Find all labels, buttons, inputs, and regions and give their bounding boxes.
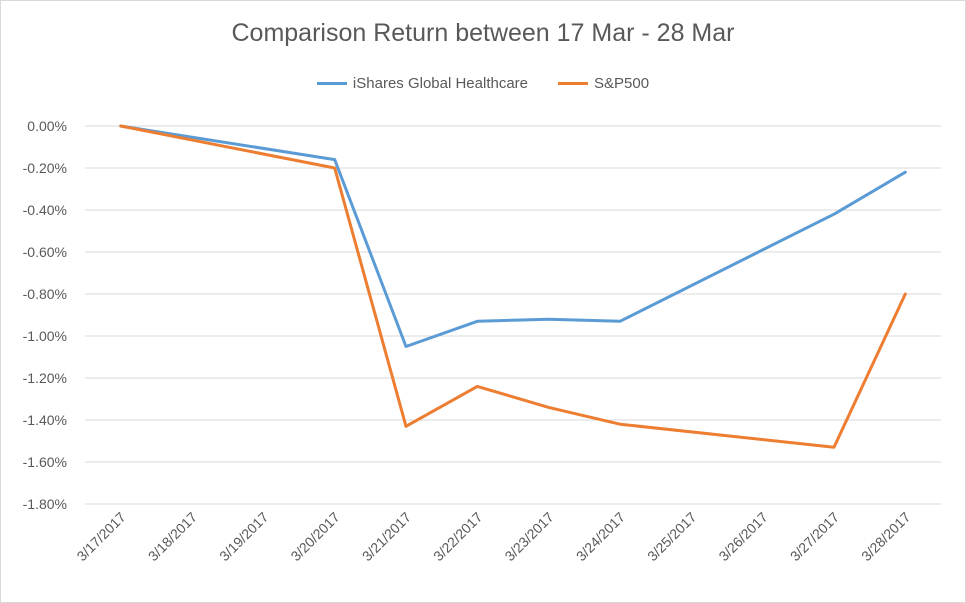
legend-item-series-2: S&P500	[558, 75, 649, 92]
x-tick-label: 3/20/2017	[287, 509, 343, 565]
chart-legend: iShares Global Healthcare S&P500	[1, 75, 965, 92]
x-tick-label: 3/25/2017	[644, 509, 700, 565]
legend-swatch-series-2	[558, 82, 589, 85]
x-tick-label: 3/27/2017	[787, 509, 843, 565]
y-tick-label: -1.20%	[23, 370, 67, 386]
y-tick-label: 0.00%	[27, 118, 67, 134]
y-tick-label: -1.60%	[23, 454, 67, 470]
y-tick-label: -0.80%	[23, 286, 67, 302]
series-line-2	[119, 124, 907, 449]
x-tick-label: 3/28/2017	[858, 509, 914, 565]
x-tick-label: 3/19/2017	[216, 509, 272, 565]
y-tick-label: -0.20%	[23, 160, 67, 176]
series-line-1	[119, 124, 907, 348]
x-tick-label: 3/24/2017	[573, 509, 629, 565]
x-tick-label: 3/22/2017	[430, 509, 486, 565]
legend-label-series-1: iShares Global Healthcare	[352, 75, 529, 92]
y-tick-label: -1.00%	[23, 328, 67, 344]
y-tick-label: -1.80%	[23, 496, 67, 512]
x-tick-label: 3/18/2017	[145, 509, 201, 565]
legend-swatch-series-1	[316, 82, 347, 85]
x-tick-label: 3/26/2017	[715, 509, 771, 565]
legend-item-series-1: iShares Global Healthcare	[316, 75, 529, 92]
y-tick-label: -0.60%	[23, 244, 67, 260]
y-tick-label: -0.40%	[23, 202, 67, 218]
y-tick-label: -1.40%	[23, 412, 67, 428]
x-tick-label: 3/21/2017	[359, 509, 415, 565]
x-tick-label: 3/17/2017	[73, 509, 129, 565]
x-tick-label: 3/23/2017	[501, 509, 557, 565]
chart-title: Comparison Return between 17 Mar - 28 Ma…	[231, 19, 735, 47]
legend-label-series-2: S&P500	[594, 75, 650, 92]
